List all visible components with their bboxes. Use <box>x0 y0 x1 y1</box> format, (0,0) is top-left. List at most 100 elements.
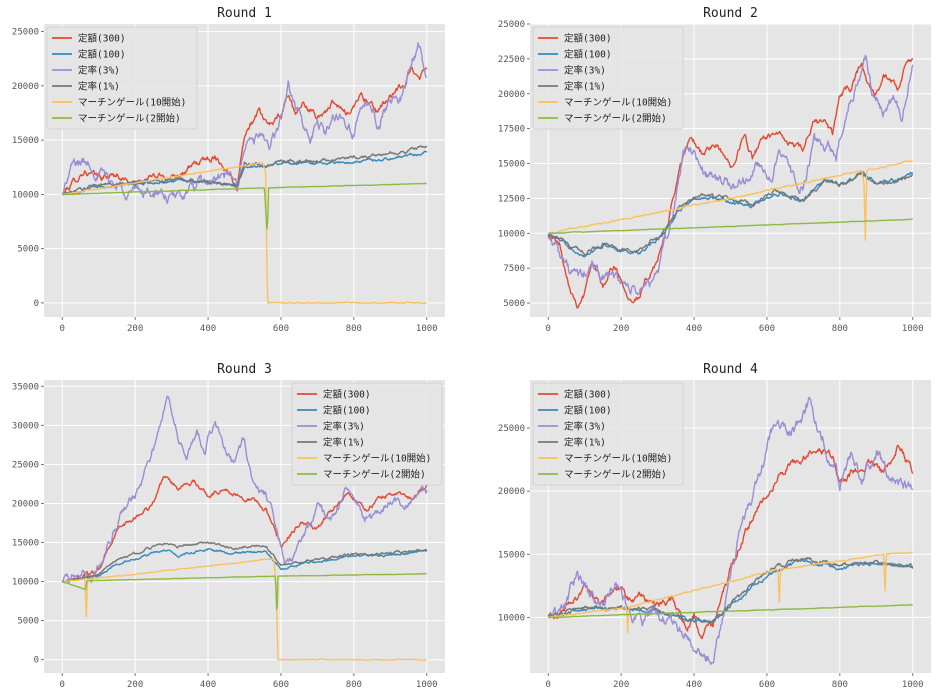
y-tick-label: 15000 <box>498 550 525 560</box>
series-lines <box>547 54 914 309</box>
y-tick-label: 20000 <box>498 487 525 497</box>
tick-labels: 0 200 400 600 800 1000 5000 7500 10000 12500 15000… <box>498 20 924 334</box>
x-tick-label: 400 <box>686 324 702 334</box>
legend-label: マーチンゲール(10開始) <box>78 97 186 109</box>
legend-label: 定額(300) <box>323 389 371 401</box>
legend-item: マーチンゲール(2開始) <box>297 469 426 481</box>
y-tick-label: 7500 <box>503 264 525 274</box>
series-lines <box>547 396 914 665</box>
legend-label: マーチンゲール(10開始) <box>323 453 431 465</box>
y-tick-label: 22500 <box>498 55 525 65</box>
y-tick-label: 10000 <box>498 613 525 623</box>
legend-label: 定率(1%) <box>564 81 606 93</box>
legend-box <box>291 382 443 486</box>
legend-item: 定額(100) <box>538 405 612 417</box>
legend-label: 定額(300) <box>78 33 126 45</box>
series-line-3 <box>547 396 914 665</box>
legend-item: 定率(1%) <box>52 81 120 93</box>
y-tick-label: 15000 <box>12 539 39 549</box>
legend-item: 定額(100) <box>297 405 371 417</box>
chart-title: Round 2 <box>703 6 758 21</box>
x-tick-label: 1000 <box>902 680 924 690</box>
subplot-round-1: 0 200 400 600 800 100005000100001500020000250… <box>12 6 445 334</box>
legend-box <box>532 26 684 130</box>
x-tick-label: 800 <box>832 680 848 690</box>
legend-label: 定率(1%) <box>564 437 606 449</box>
legend-item: マーチンゲール(10開始) <box>297 453 431 465</box>
legend-label: マーチンゲール(10開始) <box>564 453 672 465</box>
x-tick-label: 600 <box>273 680 289 690</box>
x-tick-label: 0 <box>60 324 65 334</box>
legend: 定額(300) 定額(100) 定率(3%) 定率(1%) マーチンゲール(10開始) マ… <box>532 26 684 130</box>
legend-item: マーチンゲール(10開始) <box>52 97 186 109</box>
series-line-6 <box>62 573 427 611</box>
x-tick-label: 200 <box>127 324 143 334</box>
subplot-round-4: 0 200 400 600 800 1000 10000 15000 20000 25000 Rou… <box>498 362 931 690</box>
y-tick-label: 10000 <box>12 190 39 200</box>
tick-labels: 0 200 400 600 800 100005000100001500020000250… <box>12 382 438 690</box>
tick-labels: 0 200 400 600 800 100005000100001500020000250… <box>12 28 438 334</box>
x-tick-label: 1000 <box>416 324 438 334</box>
legend-item: 定率(1%) <box>538 437 606 449</box>
legend-label: マーチンゲール(2開始) <box>564 469 667 481</box>
legend-item: マーチンゲール(10開始) <box>538 453 672 465</box>
x-tick-label: 600 <box>759 324 775 334</box>
y-tick-label: 17500 <box>498 125 525 135</box>
y-tick-label: 25000 <box>498 424 525 434</box>
y-tick-label: 10000 <box>498 229 525 239</box>
y-tick-label: 20000 <box>12 499 39 509</box>
legend-label: 定額(100) <box>564 405 612 417</box>
legend-label: 定額(100) <box>78 49 126 61</box>
x-tick-label: 0 <box>60 680 65 690</box>
x-tick-label: 1000 <box>416 680 438 690</box>
x-tick-label: 400 <box>200 324 216 334</box>
y-tick-label: 5000 <box>17 617 39 627</box>
x-tick-label: 0 <box>546 680 551 690</box>
series-line-6 <box>62 182 427 230</box>
legend-label: 定率(3%) <box>564 421 606 433</box>
x-tick-label: 200 <box>127 680 143 690</box>
legend-label: 定率(3%) <box>323 421 365 433</box>
y-tick-label: 20000 <box>498 90 525 100</box>
legend-label: 定額(100) <box>323 405 371 417</box>
legend: 定額(300) 定額(100) 定率(3%) 定率(1%) マーチンゲール(10開始) マ… <box>291 382 443 486</box>
series-line-3 <box>547 54 914 296</box>
series-line-1 <box>61 475 428 584</box>
legend-item: 定額(100) <box>52 49 126 61</box>
series-line-5 <box>547 551 913 634</box>
legend-label: マーチンゲール(2開始) <box>323 469 426 481</box>
y-tick-label: 15000 <box>12 136 39 146</box>
legend-label: 定率(3%) <box>78 65 120 77</box>
legend-item: 定額(300) <box>52 33 126 45</box>
x-tick-label: 1000 <box>902 324 924 334</box>
y-tick-label: 25000 <box>12 460 39 470</box>
x-tick-label: 800 <box>346 324 362 334</box>
y-tick-label: 20000 <box>12 82 39 92</box>
y-tick-label: 10000 <box>12 578 39 588</box>
y-tick-label: 25000 <box>498 20 525 30</box>
x-tick-label: 800 <box>346 680 362 690</box>
series-lines <box>61 395 428 661</box>
legend-item: 定額(300) <box>538 33 612 45</box>
series-line-3 <box>62 395 428 584</box>
series-line-4 <box>61 541 428 583</box>
y-tick-label: 12500 <box>498 194 525 204</box>
legend-label: 定率(1%) <box>323 437 365 449</box>
x-tick-label: 600 <box>759 680 775 690</box>
legend-item: 定額(100) <box>538 49 612 61</box>
legend-item: 定額(300) <box>297 389 371 401</box>
legend-item: 定率(3%) <box>297 421 365 433</box>
legend-item: マーチンゲール(2開始) <box>538 113 667 125</box>
legend-item: 定額(300) <box>538 389 612 401</box>
legend-box <box>46 26 198 130</box>
legend-label: 定額(100) <box>564 49 612 61</box>
y-tick-label: 5000 <box>17 245 39 255</box>
y-tick-label: 15000 <box>498 160 525 170</box>
x-tick-label: 200 <box>613 680 629 690</box>
legend-item: マーチンゲール(10開始) <box>538 97 672 109</box>
x-tick-label: 200 <box>613 324 629 334</box>
chart-title: Round 1 <box>217 6 272 21</box>
legend-label: 定額(300) <box>564 33 612 45</box>
chart-title: Round 4 <box>703 362 758 377</box>
